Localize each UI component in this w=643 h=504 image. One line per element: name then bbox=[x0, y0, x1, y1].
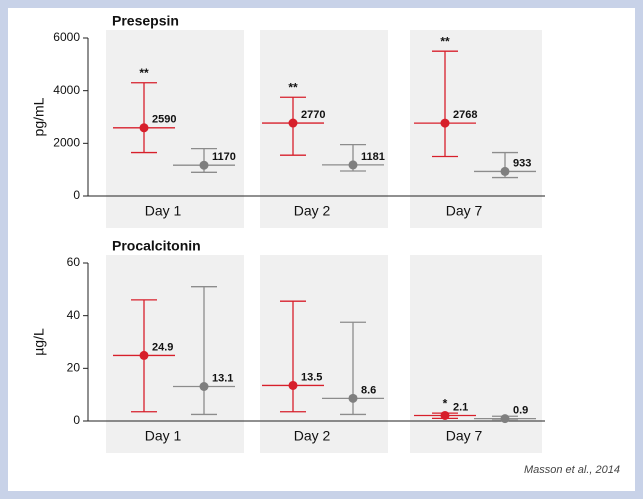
mean-point bbox=[139, 350, 149, 360]
category-band bbox=[410, 255, 542, 453]
significance: ** bbox=[288, 80, 298, 94]
y-tick-label: 4000 bbox=[53, 83, 80, 97]
mean-point bbox=[348, 393, 358, 403]
value-label: 24.9 bbox=[152, 341, 173, 353]
mean-point bbox=[500, 414, 510, 424]
x-tick-label: Day 2 bbox=[294, 203, 331, 219]
y-axis-label: pg/mL bbox=[31, 97, 47, 136]
value-label: 2770 bbox=[301, 109, 325, 121]
significance: * bbox=[443, 396, 448, 410]
value-label: 13.5 bbox=[301, 371, 322, 383]
mean-point bbox=[139, 123, 149, 133]
value-label: 2768 bbox=[453, 109, 477, 121]
y-tick-label: 0 bbox=[73, 413, 80, 427]
y-tick-label: 0 bbox=[73, 188, 80, 202]
mean-point bbox=[288, 118, 298, 128]
y-tick-label: 60 bbox=[67, 255, 81, 269]
value-label: 1181 bbox=[361, 151, 385, 163]
y-axis-label: µg/L bbox=[31, 328, 47, 356]
x-tick-label: Day 7 bbox=[446, 428, 483, 444]
y-tick-label: 40 bbox=[67, 308, 81, 322]
significance: ** bbox=[139, 66, 149, 80]
mean-point bbox=[500, 166, 510, 176]
category-band bbox=[260, 255, 388, 453]
y-tick-label: 2000 bbox=[53, 136, 80, 150]
value-label: 13.1 bbox=[212, 372, 233, 384]
value-label: 1170 bbox=[212, 151, 236, 163]
x-tick-label: Day 7 bbox=[446, 203, 483, 219]
mean-point bbox=[199, 160, 209, 170]
x-tick-label: Day 1 bbox=[145, 428, 182, 444]
value-label: 2.1 bbox=[453, 401, 468, 413]
mean-point bbox=[199, 382, 209, 392]
category-band bbox=[260, 30, 388, 228]
value-label: 8.6 bbox=[361, 384, 376, 396]
value-label: 2590 bbox=[152, 114, 176, 126]
mean-point bbox=[288, 380, 298, 390]
x-tick-label: Day 1 bbox=[145, 203, 182, 219]
value-label: 0.9 bbox=[513, 405, 528, 417]
y-tick-label: 20 bbox=[67, 361, 81, 375]
category-band bbox=[106, 30, 244, 228]
category-band bbox=[106, 255, 244, 453]
mean-point bbox=[348, 160, 358, 170]
chart-title: Presepsin bbox=[112, 13, 179, 29]
source: Masson et al., 2014 bbox=[524, 464, 620, 476]
significance: ** bbox=[440, 34, 450, 48]
chart-title: Procalcitonin bbox=[112, 238, 201, 254]
mean-point bbox=[440, 118, 450, 128]
category-band bbox=[410, 30, 542, 228]
mean-point bbox=[440, 410, 450, 420]
x-tick-label: Day 2 bbox=[294, 428, 331, 444]
y-tick-label: 6000 bbox=[53, 30, 80, 44]
value-label: 933 bbox=[513, 157, 531, 169]
